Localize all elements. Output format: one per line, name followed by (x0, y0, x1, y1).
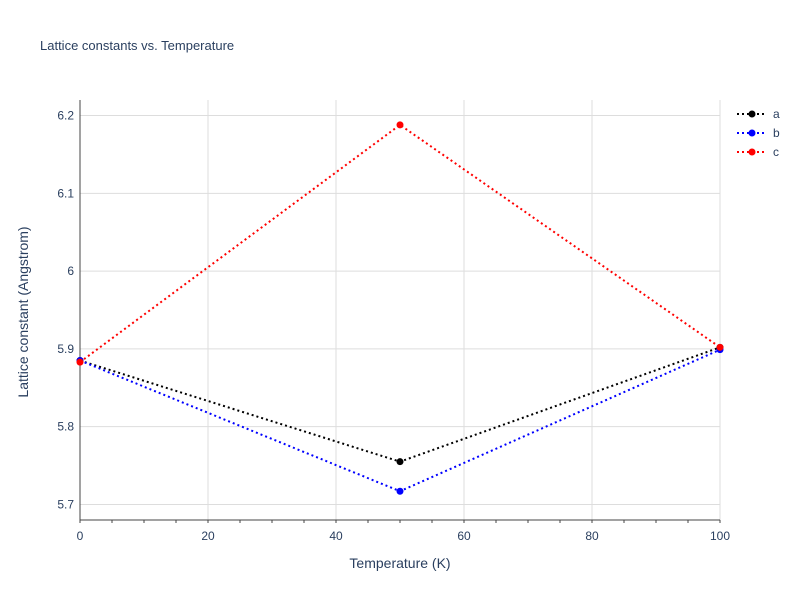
y-tick-label: 5.7 (57, 497, 74, 511)
series-line-c (79, 123, 721, 363)
y-axis-label: Lattice constant (Angstrom) (15, 226, 31, 397)
tick-labels: 0 20 40 60 80 100 5.7 5.8 5.9 6 6.1 6.2 (57, 109, 730, 543)
series-line-a (79, 346, 721, 463)
series-b (76, 346, 724, 495)
data-point-c (76, 358, 84, 366)
x-tick-label: 60 (457, 529, 471, 543)
data-point-b (396, 487, 404, 495)
series-c (76, 121, 724, 366)
x-tick-label: 80 (585, 529, 599, 543)
legend-marker-a (748, 110, 756, 118)
data-point-c (396, 121, 404, 129)
y-tick-label: 5.9 (57, 342, 74, 356)
series-group (76, 121, 724, 495)
data-point-c (716, 343, 724, 351)
legend-item-c[interactable]: c (737, 145, 779, 159)
legend-label-b: b (773, 126, 780, 140)
axes (79, 100, 721, 523)
legend-marker-b (748, 129, 756, 137)
grid (79, 100, 721, 520)
legend[interactable]: abc (737, 107, 780, 159)
y-tick-label: 6 (67, 264, 74, 278)
y-tick-label: 6.2 (57, 109, 74, 123)
x-tick-label: 100 (710, 529, 730, 543)
chart-title: Lattice constants vs. Temperature (40, 38, 234, 53)
series-line-b (79, 348, 721, 493)
y-tick-label: 6.1 (57, 186, 74, 200)
legend-item-a[interactable]: a (737, 107, 780, 121)
x-axis-label: Temperature (K) (349, 555, 450, 571)
x-tick-label: 0 (77, 529, 84, 543)
legend-label-c: c (773, 145, 779, 159)
x-tick-label: 20 (201, 529, 215, 543)
legend-marker-c (748, 148, 756, 156)
x-tick-label: 40 (329, 529, 343, 543)
series-a (76, 343, 724, 466)
data-point-a (396, 458, 404, 466)
y-tick-label: 5.8 (57, 420, 74, 434)
legend-item-b[interactable]: b (737, 126, 780, 140)
legend-label-a: a (773, 107, 780, 121)
